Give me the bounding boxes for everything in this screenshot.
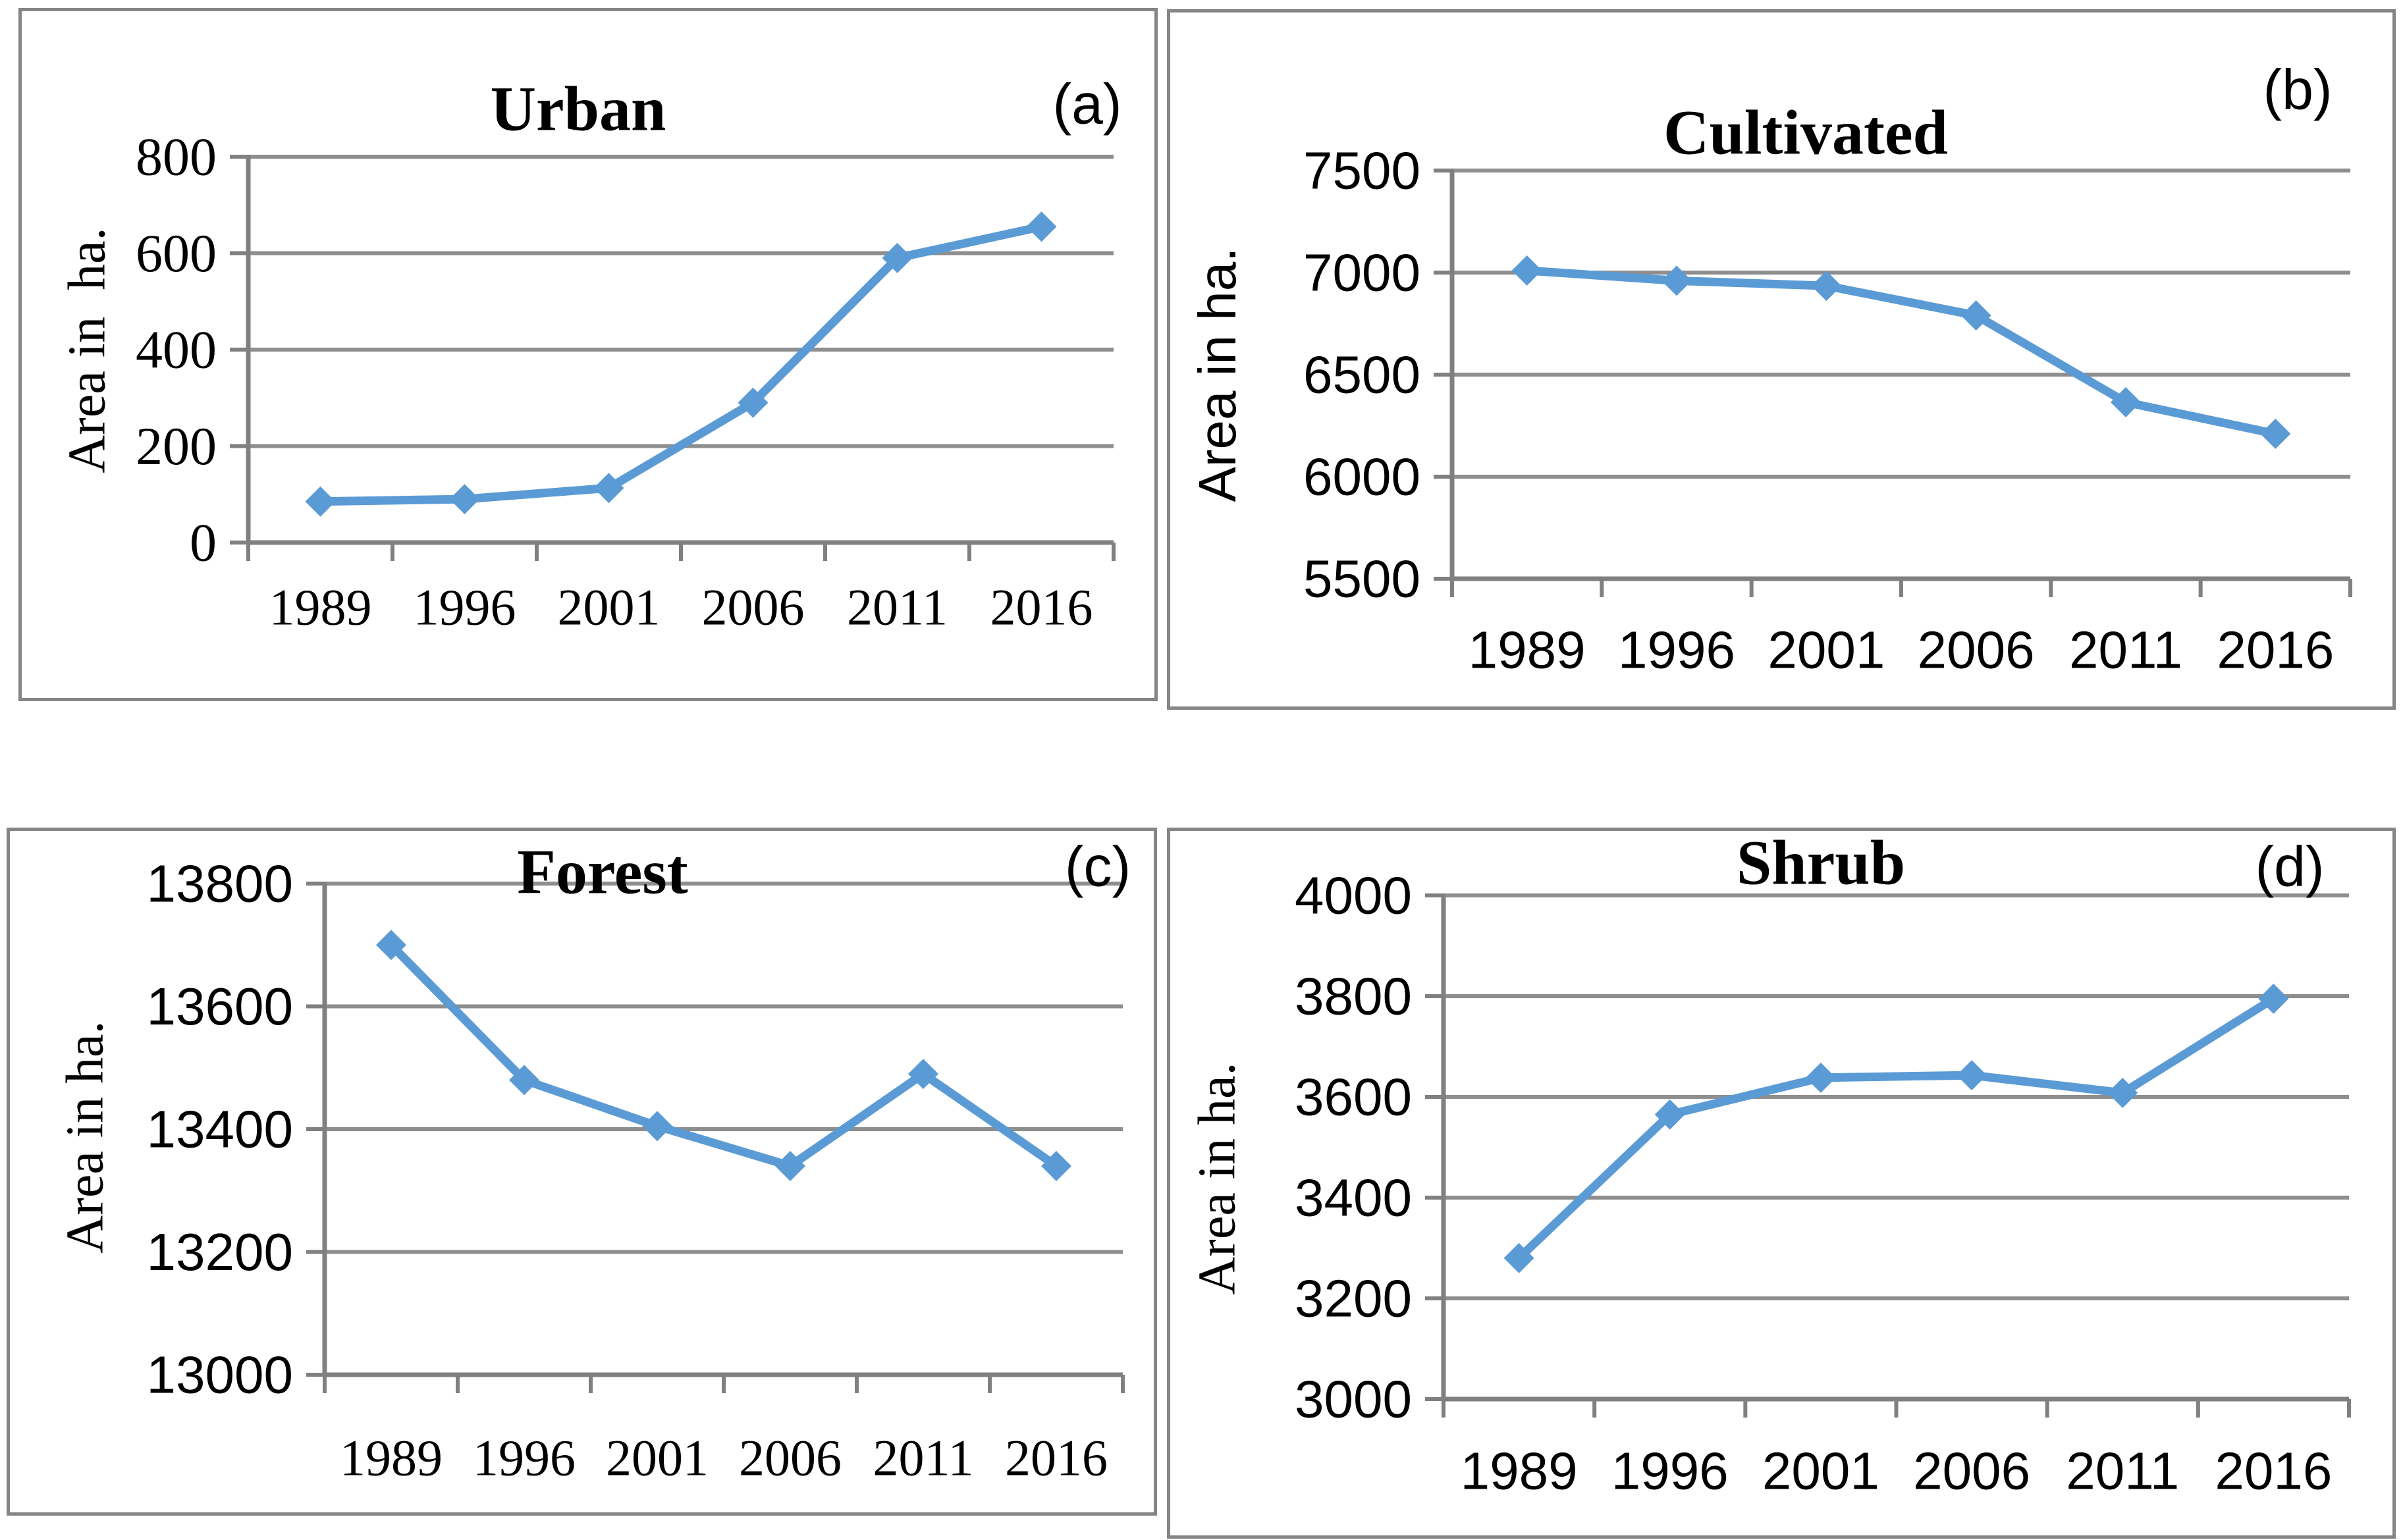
svg-text:2001: 2001 (606, 1429, 709, 1487)
chart-annotation-b: (b) (2263, 58, 2333, 122)
y-axis-title-forest: Area in ha. (56, 1021, 115, 1254)
svg-text:6000: 6000 (1303, 448, 1420, 506)
svg-text:1989: 1989 (269, 579, 372, 636)
svg-text:2001: 2001 (1762, 1442, 1879, 1500)
svg-text:800: 800 (136, 127, 217, 187)
svg-text:1989: 1989 (1461, 1442, 1578, 1500)
svg-text:2011: 2011 (873, 1429, 973, 1487)
panel-forest: 13000 13200 13400 13600 13800 1989 1996 2001 200… (7, 828, 1157, 1516)
svg-text:200: 200 (136, 416, 217, 476)
svg-text:2016: 2016 (2215, 1442, 2332, 1500)
svg-text:3600: 3600 (1295, 1068, 1412, 1127)
svg-text:2016: 2016 (990, 579, 1093, 636)
panel-cultivated: 5500 6000 6500 7000 7500 1989 1996 2001 2006 2011… (1167, 9, 2396, 710)
svg-text:2006: 2006 (739, 1429, 842, 1487)
urban-line-plot: 0 200 400 600 800 1989 1996 2001 2006 2011 2016 (136, 127, 1116, 636)
chart-title-cultivated: Cultivated (1663, 97, 1948, 168)
chart-title-shrub: Shrub (1736, 827, 1906, 898)
svg-text:3200: 3200 (1295, 1269, 1412, 1328)
svg-text:2016: 2016 (1005, 1429, 1108, 1487)
svg-text:400: 400 (136, 320, 217, 380)
svg-text:1996: 1996 (1618, 621, 1735, 679)
panel-urban: 0 200 400 600 800 1989 1996 2001 2006 2011 2016 Ur… (18, 8, 1158, 701)
forest-line-plot: 13000 13200 13400 13600 13800 1989 1996 2001 200… (147, 855, 1125, 1487)
svg-text:13800: 13800 (147, 855, 293, 913)
chart-title-forest: Forest (517, 836, 688, 907)
y-axis-title-cultivated: Area in ha. (1188, 247, 1247, 502)
svg-text:3000: 3000 (1295, 1370, 1412, 1429)
chart-annotation-a: (a) (1052, 72, 1122, 136)
chart-title-urban: Urban (490, 73, 666, 144)
svg-text:2011: 2011 (2066, 1442, 2179, 1500)
svg-text:2016: 2016 (2217, 621, 2334, 679)
svg-text:13000: 13000 (147, 1346, 293, 1404)
svg-text:0: 0 (190, 513, 217, 573)
svg-text:3800: 3800 (1295, 967, 1412, 1026)
y-axis-title-shrub: Area in ha. (1188, 1062, 1247, 1295)
svg-text:1996: 1996 (473, 1429, 576, 1487)
svg-text:1989: 1989 (340, 1429, 443, 1487)
svg-text:2006: 2006 (1918, 621, 2035, 679)
chart-annotation-c: (c) (1064, 835, 1131, 899)
svg-text:1996: 1996 (414, 579, 516, 636)
chart-annotation-d: (d) (2255, 835, 2325, 899)
svg-text:7000: 7000 (1303, 244, 1420, 302)
svg-text:7500: 7500 (1303, 142, 1420, 200)
svg-text:2001: 2001 (1768, 621, 1885, 679)
svg-text:3400: 3400 (1295, 1169, 1412, 1227)
shrub-line-plot: 3000 3200 3400 3600 3800 4000 1989 1996 2001 2006… (1295, 866, 2351, 1500)
svg-text:1989: 1989 (1469, 621, 1586, 679)
svg-text:600: 600 (136, 223, 217, 283)
svg-text:6500: 6500 (1303, 346, 1420, 404)
svg-text:2001: 2001 (558, 579, 661, 636)
svg-text:2006: 2006 (702, 579, 805, 636)
panel-shrub: 3000 3200 3400 3600 3800 4000 1989 1996 2001 2006… (1167, 828, 2396, 1539)
svg-text:2006: 2006 (1913, 1442, 2030, 1500)
y-axis-title-urban: Area in ha. (58, 227, 117, 473)
svg-text:5500: 5500 (1303, 550, 1420, 608)
svg-text:13400: 13400 (147, 1100, 293, 1159)
svg-text:1996: 1996 (1611, 1442, 1729, 1500)
svg-text:13200: 13200 (147, 1223, 293, 1281)
svg-text:4000: 4000 (1295, 866, 1412, 925)
svg-text:13600: 13600 (147, 977, 293, 1036)
cultivated-line-plot: 5500 6000 6500 7000 7500 1989 1996 2001 2006 2011… (1303, 142, 2352, 679)
svg-text:2011: 2011 (2069, 621, 2182, 679)
svg-text:2011: 2011 (847, 579, 948, 636)
